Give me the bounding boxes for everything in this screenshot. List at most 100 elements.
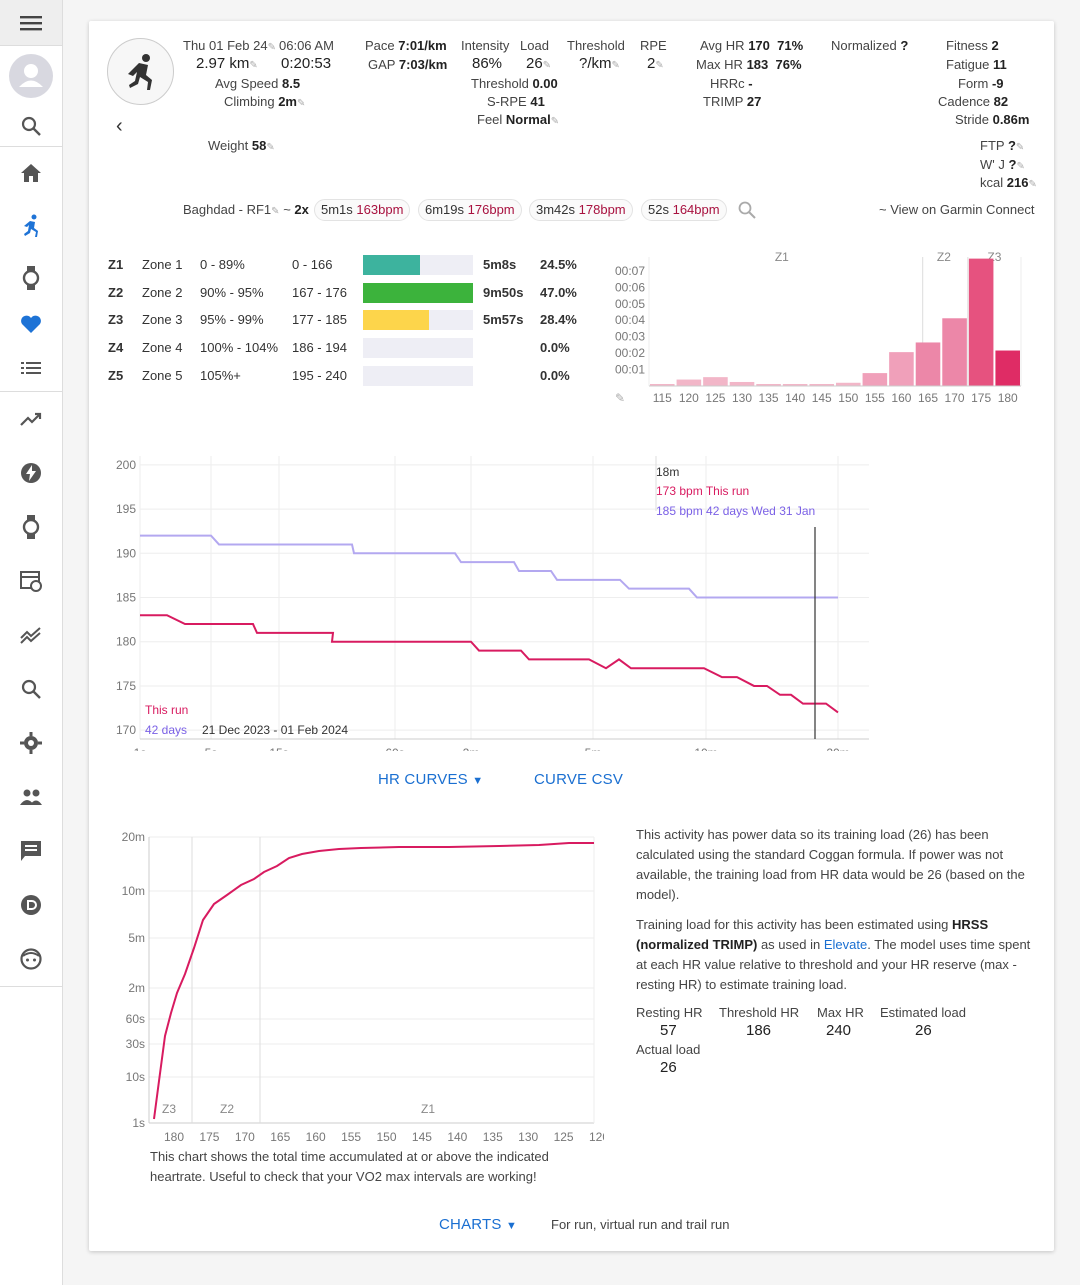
sidebar-item-fitness[interactable] <box>0 392 62 446</box>
y-tick-label: 00:06 <box>615 280 645 294</box>
estimated-load-value: 26 <box>915 1022 932 1039</box>
sidebar-item-chat[interactable] <box>0 824 62 878</box>
weight[interactable]: Weight 58✎ <box>208 138 275 153</box>
edit-icon[interactable]: ✎ <box>1028 179 1037 190</box>
sidebar-item-settings[interactable] <box>0 716 62 770</box>
interval-chip[interactable]: 3m42s 178bpm <box>529 199 633 221</box>
x-tick-label: 20m <box>826 746 849 751</box>
avatar[interactable] <box>0 46 62 106</box>
activity-type-button[interactable] <box>107 38 174 105</box>
series-line-42-days <box>140 534 838 599</box>
sidebar-item-power[interactable] <box>0 446 62 500</box>
feel[interactable]: Feel Normal✎ <box>477 112 560 127</box>
y-tick-label: 190 <box>116 546 136 560</box>
zone-range: 0 - 166 <box>292 257 333 272</box>
sidebar-item-discord[interactable] <box>0 878 62 932</box>
edit-icon[interactable]: ✎ <box>542 60 552 71</box>
histogram-bar <box>650 384 675 386</box>
load-value[interactable]: 26✎ <box>526 55 552 72</box>
w-prime[interactable]: W' J ?✎ <box>980 157 1025 172</box>
hrrc: HRRc - <box>710 76 753 91</box>
curve-csv-button[interactable]: CURVE CSV <box>534 771 624 788</box>
edit-icon[interactable]: ✎ <box>655 60 664 71</box>
zone-range: 195 - 240 <box>292 368 347 383</box>
interval-chip[interactable]: 52s 164bpm <box>641 199 727 221</box>
threshold-pace[interactable]: ?/km✎ <box>579 55 620 72</box>
zone-id: Z3 <box>108 312 124 327</box>
sidebar-item-watch2[interactable] <box>0 500 62 554</box>
sidebar-item-search[interactable] <box>0 106 62 146</box>
edit-icon[interactable]: ✎ <box>297 98 306 109</box>
activity-date[interactable]: Thu 01 Feb 24✎ <box>183 38 276 53</box>
sidebar-item-people[interactable] <box>0 770 62 824</box>
x-tick-label: 170 <box>235 1130 255 1141</box>
hr-curve-chart: 170 175 180 185 190 195 200 1s 5s 15s 60s 2m 5m 10m 20… <box>116 456 869 751</box>
interval-chip[interactable]: 5m1s 163bpm <box>314 199 411 221</box>
x-tick-label: 165 <box>270 1130 290 1141</box>
zone-row: Z3 Zone 3 95% - 99% 177 - 185 5m57s 28.4… <box>108 310 578 330</box>
sidebar-item-list[interactable] <box>0 345 62 391</box>
edit-icon[interactable]: ✎ <box>550 116 560 127</box>
elevate-link[interactable]: Elevate <box>823 937 868 952</box>
interval-search-button[interactable] <box>738 201 756 222</box>
hr-histogram: Z1 Z2 Z300:0100:0200:0300:0400:0500:0600:0… <box>615 250 1022 405</box>
cumulative-chart-note: This chart shows the total time accumula… <box>150 1149 549 1184</box>
sidebar-item-watch[interactable] <box>0 253 62 303</box>
x-tick-label: 140 <box>447 1130 467 1141</box>
run-icon <box>24 214 38 237</box>
edit-icon[interactable]: ✎ <box>249 60 258 71</box>
zone-label: Z1 <box>421 1102 435 1116</box>
y-tick-label: 00:05 <box>615 297 645 311</box>
menu-button[interactable] <box>0 0 62 46</box>
interval-chip[interactable]: 6m19s 176bpm <box>418 199 522 221</box>
x-tick-label: 160 <box>891 391 911 405</box>
zone-bar-fill <box>363 310 430 330</box>
back-icon[interactable]: ‹ <box>116 115 123 137</box>
y-tick-label: 00:04 <box>615 313 645 327</box>
series-line-this-run <box>140 614 839 714</box>
interval-name[interactable]: Baghdad - RF1✎ ~ 2x <box>183 202 309 217</box>
tooltip-42-days: 185 bpm 42 days Wed 31 Jan <box>656 504 815 518</box>
histogram-bar <box>782 384 808 386</box>
x-tick-label: 2m <box>463 746 480 751</box>
histogram-bar <box>915 342 941 386</box>
edit-icon[interactable]: ✎ <box>1015 142 1025 153</box>
rpe-value[interactable]: 2✎ <box>647 55 664 72</box>
zone-id: Z1 <box>108 257 124 272</box>
resting-hr-label: Resting HR <box>636 1005 703 1020</box>
zone-bar <box>363 338 473 358</box>
x-tick-label: 140 <box>785 391 805 405</box>
kcal[interactable]: kcal 216✎ <box>980 175 1037 190</box>
normalized: Normalized ? <box>831 38 909 53</box>
sidebar-item-home[interactable] <box>0 147 62 199</box>
charts-dropdown[interactable]: CHARTS ▼ <box>439 1216 518 1233</box>
x-tick-label: 125 <box>554 1130 574 1141</box>
ftp[interactable]: FTP ?✎ <box>980 138 1025 153</box>
sidebar-item-calendar[interactable] <box>0 554 62 608</box>
edit-icon[interactable]: ✎ <box>266 142 275 153</box>
training-load-note-2: Training load for this activity has been… <box>636 917 1031 992</box>
garmin-connect-link[interactable]: ~ View on Garmin Connect <box>879 202 1035 217</box>
activity-card: ‹ Thu 01 Feb 24✎ 06:06 AM 2.97 km✎ 0:20:… <box>89 21 1054 1251</box>
rpe-label: RPE <box>640 38 667 53</box>
hr-curves-dropdown[interactable]: HR CURVES ▼ <box>378 771 484 788</box>
edit-icon[interactable]: ✎ <box>611 60 620 71</box>
x-tick-label: 145 <box>812 391 832 405</box>
avg-hr: Avg HR 170 71% <box>700 38 804 53</box>
y-tick-label: 60s <box>126 1012 145 1026</box>
zone-row: Z4 Zone 4 100% - 104% 186 - 194 0.0% <box>108 338 578 358</box>
sidebar-item-compare[interactable] <box>0 608 62 662</box>
sidebar-item-face[interactable] <box>0 932 62 986</box>
edit-icon[interactable]: ✎ <box>267 42 276 53</box>
sidebar-item-health[interactable] <box>0 303 62 345</box>
distance-value[interactable]: 2.97 km✎ <box>196 55 258 72</box>
sidebar-item-search2[interactable] <box>0 662 62 716</box>
x-tick-label: 130 <box>518 1130 538 1141</box>
edit-icon[interactable]: ✎ <box>1016 161 1025 172</box>
edit-icon[interactable]: ✎ <box>271 206 280 217</box>
run-icon <box>128 54 152 90</box>
settings-icon <box>20 732 42 754</box>
avatar-icon <box>9 54 53 98</box>
sidebar-item-activities[interactable] <box>0 199 62 253</box>
climbing[interactable]: Climbing 2m✎ <box>224 94 306 109</box>
